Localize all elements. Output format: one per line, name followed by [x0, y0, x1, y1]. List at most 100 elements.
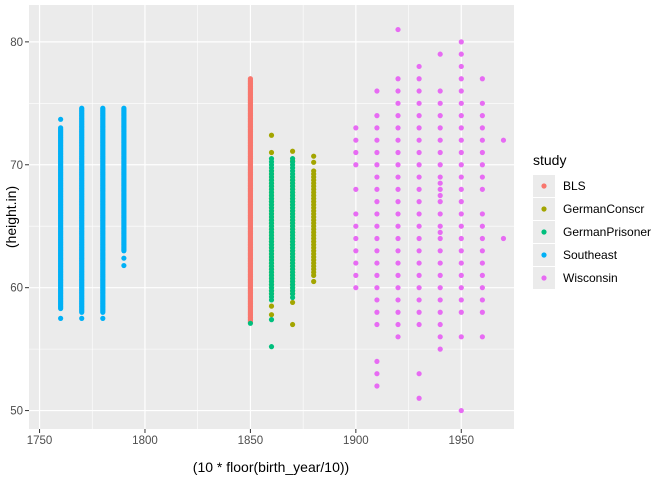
data-point [395, 88, 401, 94]
data-point [479, 223, 485, 229]
data-point [289, 294, 296, 301]
data-point [479, 76, 485, 82]
data-point [395, 162, 401, 168]
data-point [374, 371, 380, 377]
data-point [289, 148, 296, 154]
data-point [374, 321, 380, 328]
data-point [353, 186, 359, 192]
data-points [58, 26, 507, 414]
legend-item-germanprisoner: GermanPrisoner [533, 221, 651, 243]
data-point [479, 125, 485, 131]
y-tick-label: 80 [10, 37, 23, 49]
data-point [458, 76, 464, 82]
data-point [437, 162, 443, 168]
data-point [395, 248, 401, 254]
data-point [458, 174, 464, 180]
data-point [353, 260, 359, 266]
data-point [289, 299, 296, 306]
data-point [395, 272, 401, 278]
data-point [458, 199, 464, 205]
data-point [458, 309, 464, 315]
data-point [437, 297, 443, 303]
data-point [268, 303, 275, 309]
data-point [437, 248, 443, 254]
data-point [416, 149, 422, 156]
data-point [479, 248, 485, 254]
data-point [479, 285, 485, 291]
data-point [416, 248, 422, 254]
data-point [458, 88, 464, 94]
data-point [458, 100, 464, 106]
x-tick-label: 1750 [27, 435, 53, 447]
data-point [374, 383, 380, 389]
data-point [268, 149, 275, 156]
data-point [311, 168, 317, 174]
data-point [395, 149, 401, 156]
data-point [353, 285, 359, 291]
data-point [374, 149, 380, 156]
data-point [416, 199, 422, 205]
data-point [458, 248, 464, 254]
data-point [416, 174, 422, 180]
data-point [458, 63, 464, 70]
data-point [100, 315, 106, 321]
data-point [416, 223, 422, 229]
series-germanprisoner [247, 156, 296, 350]
data-point [437, 272, 443, 278]
data-point [437, 229, 443, 235]
data-point [416, 235, 422, 242]
data-point [437, 321, 443, 328]
data-point [311, 278, 317, 285]
data-point [416, 88, 422, 94]
data-point [416, 309, 422, 315]
data-point [374, 186, 380, 192]
data-point [247, 320, 254, 326]
data-point [458, 125, 464, 131]
data-point [395, 186, 401, 192]
data-point [437, 309, 443, 315]
data-point [458, 149, 464, 156]
data-point [268, 317, 275, 323]
data-point [458, 113, 464, 119]
data-point [458, 407, 464, 414]
data-point [353, 235, 359, 242]
data-point [416, 137, 422, 143]
data-point [311, 153, 317, 159]
data-point [353, 211, 359, 217]
data-point [395, 321, 401, 328]
series-southeast [58, 105, 127, 321]
legend-swatch [541, 206, 547, 212]
data-point [437, 334, 443, 340]
data-point [374, 235, 380, 242]
data-point [395, 285, 401, 291]
data-point [479, 334, 485, 340]
legend-label: GermanPrisoner [563, 225, 651, 239]
y-axis-title: (height.in) [3, 186, 19, 248]
data-point [437, 192, 443, 199]
legend-swatch [541, 275, 547, 281]
data-point [58, 315, 64, 321]
data-point [374, 248, 380, 254]
data-point [479, 309, 485, 315]
data-point [416, 395, 422, 401]
data-point [395, 125, 401, 131]
x-tick-label: 1950 [448, 435, 474, 447]
legend-item-southeast: Southeast [533, 244, 618, 266]
legend-swatch [541, 252, 547, 258]
data-point [479, 272, 485, 278]
data-point [458, 272, 464, 278]
data-point [374, 223, 380, 229]
legend-swatch [541, 229, 547, 235]
series-bls [247, 76, 254, 325]
data-point [374, 199, 380, 205]
data-point [437, 137, 443, 143]
data-point [479, 260, 485, 266]
data-point [416, 260, 422, 266]
data-point [437, 346, 443, 352]
data-point [395, 174, 401, 180]
data-point [353, 223, 359, 229]
data-point [268, 312, 275, 318]
data-point [458, 162, 464, 168]
data-point [268, 156, 275, 162]
data-point [58, 125, 64, 131]
